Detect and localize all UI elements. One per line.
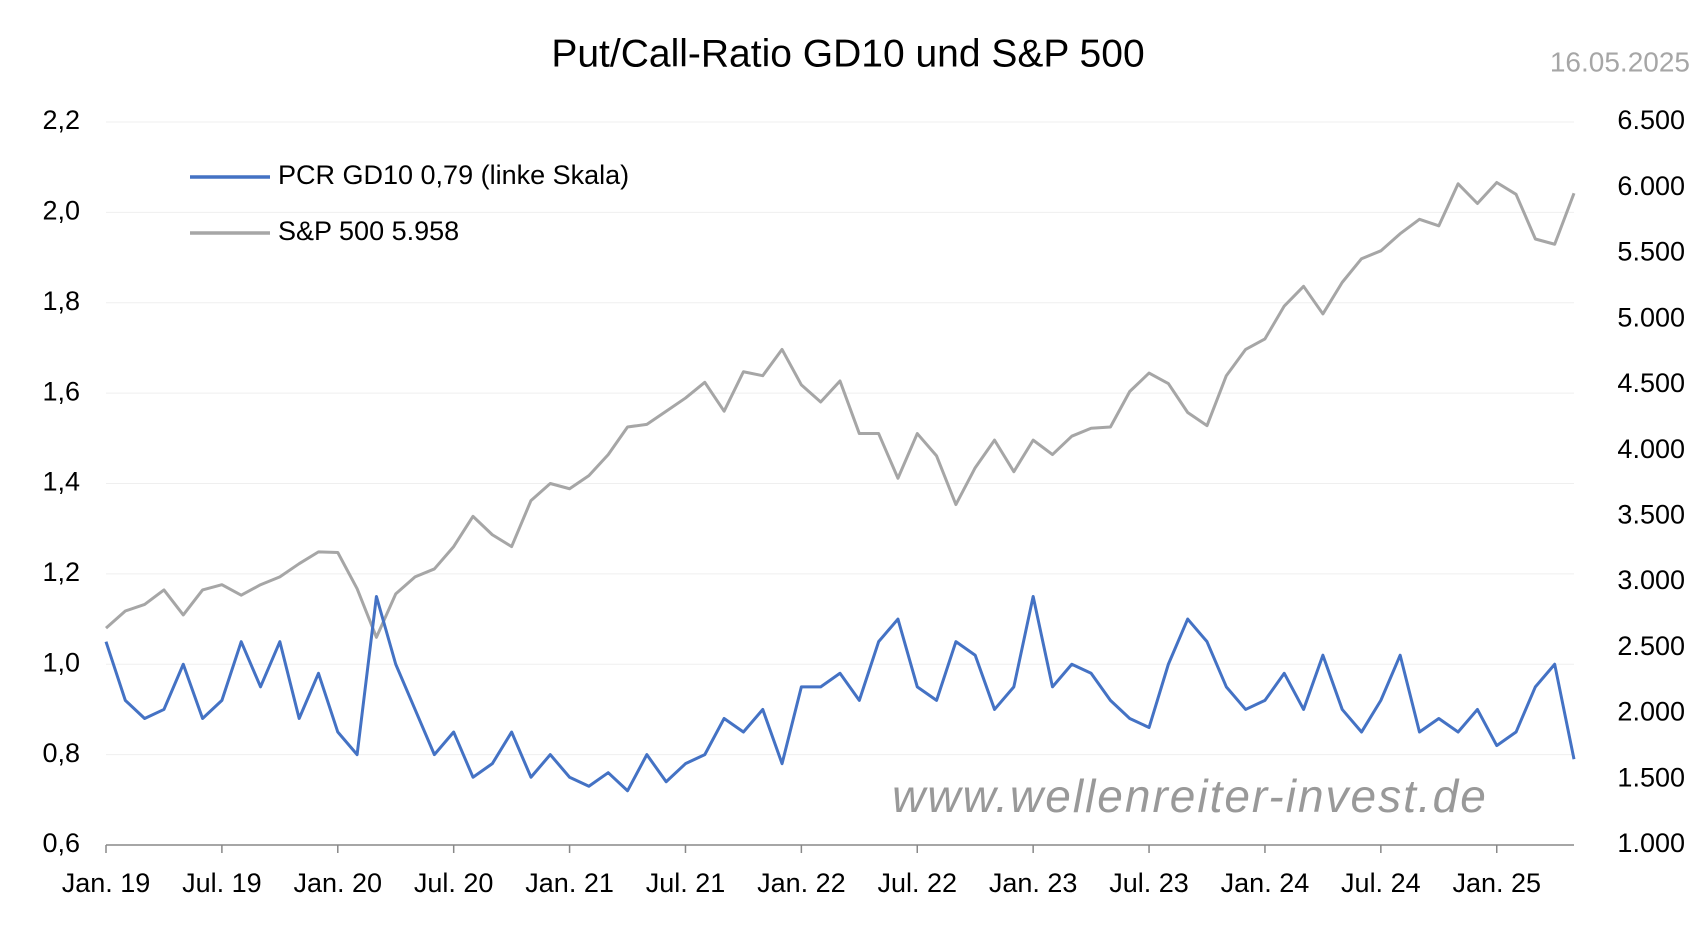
x-tick-label: Jan. 20: [294, 868, 383, 898]
legend-label: PCR GD10 0,79 (linke Skala): [278, 160, 629, 190]
x-tick-label: Jul. 19: [182, 868, 262, 898]
y2-tick-label: 3.000: [1617, 565, 1685, 595]
series-line: [105, 180, 1576, 639]
x-tick-label: Jul. 23: [1109, 868, 1189, 898]
x-tick-label: Jan. 22: [757, 868, 846, 898]
y-tick-label: 0,6: [42, 828, 80, 858]
y-tick-label: 1,2: [42, 557, 80, 587]
y2-tick-label: 4.000: [1617, 434, 1685, 464]
chart-title: Put/Call-Ratio GD10 und S&P 500: [551, 32, 1144, 75]
x-tick-label: Jan. 24: [1221, 868, 1310, 898]
x-tick-label: Jul. 24: [1341, 868, 1421, 898]
y2-tick-label: 6.000: [1617, 171, 1685, 201]
series-line: [104, 594, 1576, 793]
y-tick-label: 2,2: [42, 105, 80, 135]
x-tick-label: Jul. 20: [414, 868, 494, 898]
y-tick-label: 2,0: [42, 196, 80, 226]
y-tick-label: 1,4: [42, 467, 80, 497]
y-tick-label: 1,0: [42, 647, 80, 677]
y-tick-label: 0,8: [42, 738, 80, 768]
y2-tick-label: 3.500: [1617, 499, 1685, 529]
y-tick-label: 1,6: [42, 376, 80, 406]
x-tick-label: Jan. 19: [62, 868, 151, 898]
date-label: 16.05.2025: [1550, 46, 1690, 77]
y2-tick-label: 1.000: [1617, 828, 1685, 858]
y2-tick-label: 2.000: [1617, 697, 1685, 727]
y2-tick-label: 4.500: [1617, 368, 1685, 398]
x-tick-label: Jan. 25: [1452, 868, 1541, 898]
x-tick-label: Jan. 23: [989, 868, 1078, 898]
y2-tick-label: 2.500: [1617, 631, 1685, 661]
legend-label: S&P 500 5.958: [278, 216, 459, 246]
watermark: www.wellenreiter-invest.de: [892, 770, 1488, 822]
x-tick-label: Jan. 21: [525, 868, 614, 898]
y2-tick-label: 5.000: [1617, 302, 1685, 332]
y-tick-label: 1,8: [42, 286, 80, 316]
y2-tick-label: 5.500: [1617, 237, 1685, 267]
y2-tick-label: 1.500: [1617, 762, 1685, 792]
y2-tick-label: 6.500: [1617, 105, 1685, 135]
x-tick-label: Jul. 22: [877, 868, 957, 898]
x-tick-label: Jul. 21: [646, 868, 726, 898]
